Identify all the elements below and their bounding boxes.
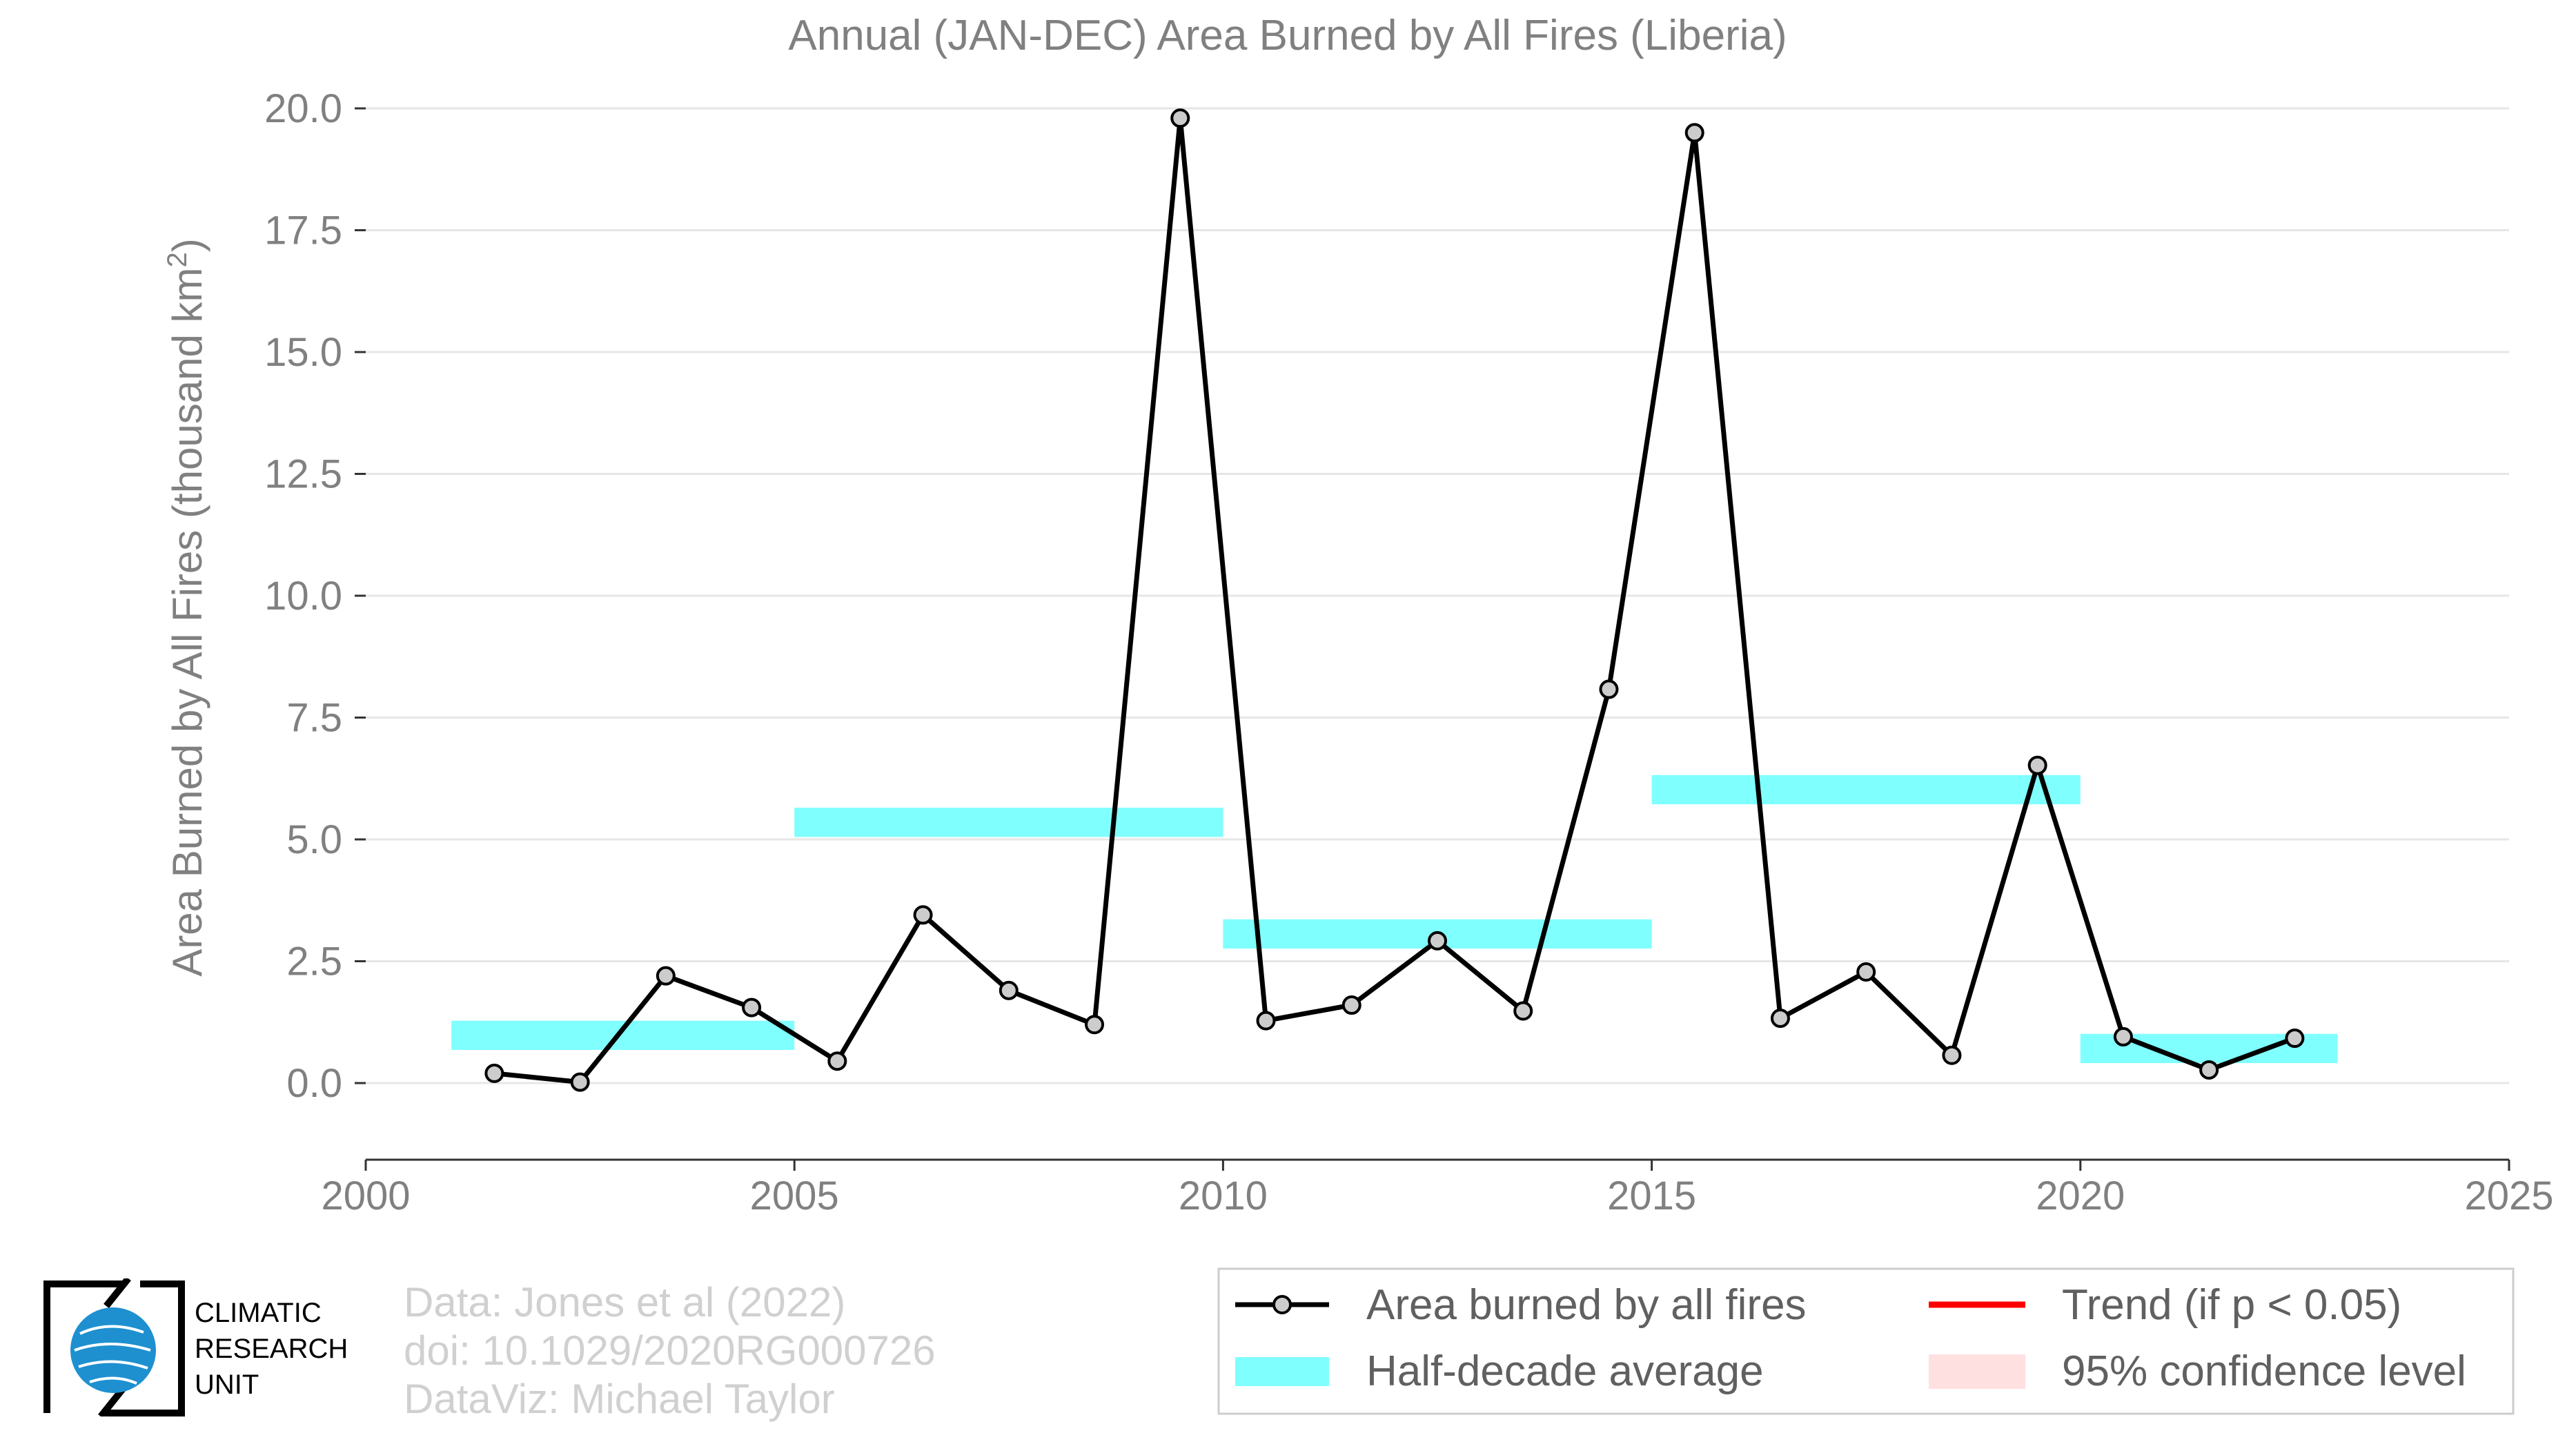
data-point bbox=[570, 1072, 590, 1092]
logo-line: UNIT bbox=[195, 1370, 259, 1400]
half-decade-average-bar bbox=[794, 808, 1223, 837]
legend-item-area-burned: Area burned by all fires bbox=[1235, 1281, 1807, 1329]
data-point bbox=[2285, 1029, 2305, 1049]
data-point bbox=[1085, 1015, 1105, 1035]
data-point bbox=[1256, 1011, 1276, 1031]
y-tick-labels: 0.0 2.5 5.0 7.5 10.0 12.5 15.0 17.5 20.0 bbox=[264, 86, 342, 1106]
globe-swirl bbox=[74, 1325, 151, 1385]
chart-title: Annual (JAN-DEC) Area Burned by All Fire… bbox=[788, 12, 1787, 59]
logo-bracket-right bbox=[106, 1280, 185, 1416]
legend-box bbox=[1217, 1267, 2515, 1415]
data-point bbox=[484, 1063, 504, 1083]
data-credits: Data: Jones et al (2022) doi: 10.1029/20… bbox=[404, 1278, 936, 1423]
legend-label: Area burned by all fires bbox=[1366, 1281, 1807, 1329]
y-tick-label: 2.5 bbox=[286, 939, 342, 984]
data-point bbox=[1856, 962, 1876, 982]
x-tick-labels: 2000 2005 2010 2015 2020 2025 bbox=[321, 1160, 2554, 1218]
legend-item-trend: Trend (if p < 0.05) bbox=[1929, 1281, 2401, 1329]
y-tick-label: 5.0 bbox=[286, 817, 342, 862]
y-axis-label: Area Burned by All Fires (thousand km2) bbox=[162, 238, 210, 976]
x-tick-label: 2005 bbox=[750, 1174, 839, 1218]
y-tick-label: 20.0 bbox=[264, 86, 342, 131]
series-line bbox=[494, 115, 2296, 1085]
data-point bbox=[1942, 1045, 1962, 1065]
data-point bbox=[1770, 1009, 1790, 1029]
x-tick-label: 2025 bbox=[2464, 1174, 2553, 1218]
data-point bbox=[656, 966, 676, 986]
x-tick-label: 2010 bbox=[1179, 1174, 1268, 1218]
data-point bbox=[827, 1051, 847, 1071]
cru-logo-text: CLIMATIC RESEARCH UNIT bbox=[195, 1295, 348, 1403]
credit-dataviz: DataViz: Michael Taylor bbox=[404, 1376, 835, 1422]
data-point bbox=[1341, 995, 1361, 1015]
x-tick-label: 2015 bbox=[1607, 1174, 1696, 1218]
cru-logo bbox=[40, 1276, 192, 1419]
logo-line: CLIMATIC bbox=[195, 1298, 322, 1328]
legend-label: Trend (if p < 0.05) bbox=[2062, 1281, 2401, 1329]
half-decade-average-bar bbox=[1651, 775, 2081, 805]
logo-slash bbox=[98, 1276, 131, 1419]
data-point bbox=[913, 905, 933, 925]
y-tick-label: 10.0 bbox=[264, 574, 342, 619]
data-point bbox=[2027, 755, 2047, 775]
legend-item-half-decade: Half-decade average bbox=[1235, 1347, 1764, 1395]
data-point bbox=[1428, 931, 1447, 951]
data-point bbox=[1684, 123, 1704, 143]
data-point bbox=[742, 997, 762, 1017]
half-decade-average-bar bbox=[451, 1020, 795, 1050]
logo-bracket-left bbox=[43, 1280, 123, 1413]
globe-icon bbox=[70, 1307, 156, 1393]
data-point bbox=[999, 980, 1019, 1000]
legend-item-confidence: 95% confidence level bbox=[1929, 1347, 2466, 1395]
legend-confidence-swatch bbox=[1929, 1354, 2025, 1389]
data-point bbox=[1170, 108, 1190, 128]
legend-label: 95% confidence level bbox=[2062, 1347, 2466, 1395]
legend: Area burned by all fires Trend (if p < 0… bbox=[1217, 1267, 2515, 1415]
logo-line: RESEARCH bbox=[195, 1334, 348, 1364]
y-tick-label: 17.5 bbox=[264, 208, 342, 253]
y-tick-label: 0.0 bbox=[286, 1061, 342, 1106]
x-tick-label: 2000 bbox=[321, 1174, 410, 1218]
data-point bbox=[2199, 1060, 2219, 1080]
legend-marker-swatch bbox=[1272, 1295, 1292, 1314]
grid bbox=[355, 107, 2509, 1084]
data-point bbox=[2113, 1026, 2133, 1046]
y-tick-label: 7.5 bbox=[286, 696, 342, 741]
legend-band-swatch bbox=[1235, 1357, 1329, 1386]
credit-data-source: Data: Jones et al (2022) bbox=[404, 1279, 846, 1325]
credit-doi: doi: 10.1029/2020RG000726 bbox=[404, 1327, 936, 1374]
y-tick-label: 15.0 bbox=[264, 330, 342, 375]
legend-label: Half-decade average bbox=[1366, 1347, 1764, 1395]
data-point bbox=[1513, 1001, 1533, 1021]
area-burned-series bbox=[484, 108, 2305, 1092]
x-tick-label: 2020 bbox=[2036, 1174, 2125, 1218]
y-tick-label: 12.5 bbox=[264, 452, 342, 497]
data-point bbox=[1599, 679, 1619, 699]
